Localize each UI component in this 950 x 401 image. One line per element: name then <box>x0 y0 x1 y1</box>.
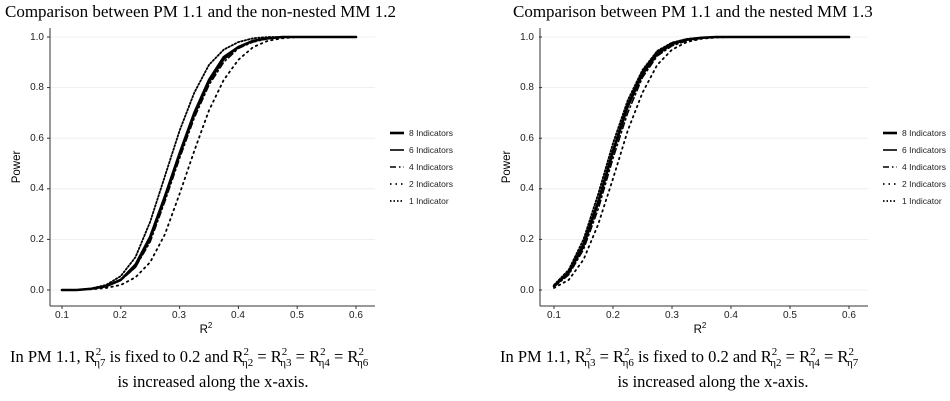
right-y-tick-label: 0.8 <box>520 82 534 93</box>
legend-label: 1 Indicator <box>902 196 942 206</box>
left-y-tick-label: 0.2 <box>30 234 44 245</box>
left-caption-line1: In PM 1.1, R2 η7 is fixed to 0.2 and R2 η2… <box>10 346 369 369</box>
legend-label: 8 Indicators <box>409 128 453 138</box>
right-y-tick-label: 1.0 <box>520 32 534 43</box>
left-y-tick-labels: 0.0 0.2 0.4 0.6 0.8 1.0 <box>30 32 44 296</box>
right-x-tick-label: 0.4 <box>724 310 738 321</box>
legend-label: 1 Indicator <box>409 196 449 206</box>
right-plot-background <box>540 28 868 306</box>
legend-label: 8 Indicators <box>902 128 946 138</box>
series-line-2-indicators <box>553 36 850 289</box>
left-y-tick-label: 0.8 <box>30 82 44 93</box>
left-y-tick-label: 0.0 <box>30 285 44 296</box>
series-line-2-indicators <box>61 36 357 291</box>
right-series-lines <box>552 35 851 289</box>
right-x-tick-label: 0.3 <box>665 310 679 321</box>
legend-label: 4 Indicators <box>902 162 946 172</box>
legend-label: 6 Indicators <box>902 145 946 155</box>
left-y-tick-label: 0.4 <box>30 183 44 194</box>
left-x-tick-label: 0.1 <box>55 310 69 321</box>
left-y-axis-title: Power <box>11 151 23 184</box>
left-x-tick-labels: 0.1 0.2 0.3 0.4 0.5 0.6 <box>55 310 363 321</box>
left-axes <box>47 28 375 309</box>
left-caption: In PM 1.1, R2 η7 is fixed to 0.2 and R2 η2… <box>10 346 369 391</box>
left-y-tick-label: 1.0 <box>30 32 44 43</box>
left-plot-background <box>50 28 375 306</box>
right-x-tick-labels: 0.1 0.2 0.3 0.4 0.5 0.6 <box>547 310 856 321</box>
right-panel: Comparison between PM 1.1 and the nested… <box>500 2 946 391</box>
left-gridlines <box>50 36 375 291</box>
right-x-tick-label: 0.2 <box>606 310 620 321</box>
right-y-tick-label: 0.6 <box>520 133 534 144</box>
right-caption-line2: is increased along the x-axis. <box>617 372 808 391</box>
right-axes <box>539 28 868 309</box>
left-x-tick-label: 0.5 <box>290 310 304 321</box>
right-caption-line1: In PM 1.1, R2 η3 = R2 η6 is fixed to 0.2 a… <box>500 346 859 369</box>
series-line-1-indicator <box>61 36 357 291</box>
right-x-tick-label: 0.6 <box>842 310 856 321</box>
left-x-tick-label: 0.4 <box>231 310 245 321</box>
left-x-axis-title: R2 <box>200 321 213 336</box>
left-caption-line2: is increased along the x-axis. <box>117 372 308 391</box>
right-caption: In PM 1.1, R2 η3 = R2 η6 is fixed to 0.2 a… <box>500 346 859 391</box>
left-legend: 8 Indicators 6 Indicators 4 Indicators 2 In… <box>390 128 453 206</box>
legend-label: 2 Indicators <box>902 179 946 189</box>
series-line-1-indicator <box>553 36 850 286</box>
left-y-tick-label: 0.6 <box>30 133 44 144</box>
left-series-lines <box>60 35 358 292</box>
right-x-tick-label: 0.1 <box>547 310 561 321</box>
right-y-tick-labels: 0.0 0.2 0.4 0.6 0.8 1.0 <box>520 32 534 296</box>
legend-label: 6 Indicators <box>409 145 453 155</box>
right-chart-title: Comparison between PM 1.1 and the nested… <box>513 2 873 21</box>
right-y-tick-label: 0.4 <box>520 183 534 194</box>
right-plot-area: 0.0 0.2 0.4 0.6 0.8 1.0 0.1 0.2 0.3 0.4 … <box>501 28 868 336</box>
legend-label: 4 Indicators <box>409 162 453 172</box>
left-panel: Comparison between PM 1.1 and the non-ne… <box>5 2 453 391</box>
left-plot-area: 0.0 0.2 0.4 0.6 0.8 1.0 0.1 0.2 0.3 0.4 … <box>11 28 375 336</box>
right-y-tick-label: 0.0 <box>520 285 534 296</box>
right-y-tick-label: 0.2 <box>520 234 534 245</box>
left-x-tick-label: 0.2 <box>113 310 127 321</box>
legend-label: 2 Indicators <box>409 179 453 189</box>
left-chart-title: Comparison between PM 1.1 and the non-ne… <box>5 2 396 21</box>
right-x-axis-title: R2 <box>694 321 707 336</box>
right-y-axis-title: Power <box>501 151 513 184</box>
right-x-tick-label: 0.5 <box>783 310 797 321</box>
right-legend: 8 Indicators 6 Indicators 4 Indicators 2 In… <box>883 128 946 206</box>
left-x-tick-label: 0.3 <box>172 310 186 321</box>
left-x-tick-label: 0.6 <box>349 310 363 321</box>
